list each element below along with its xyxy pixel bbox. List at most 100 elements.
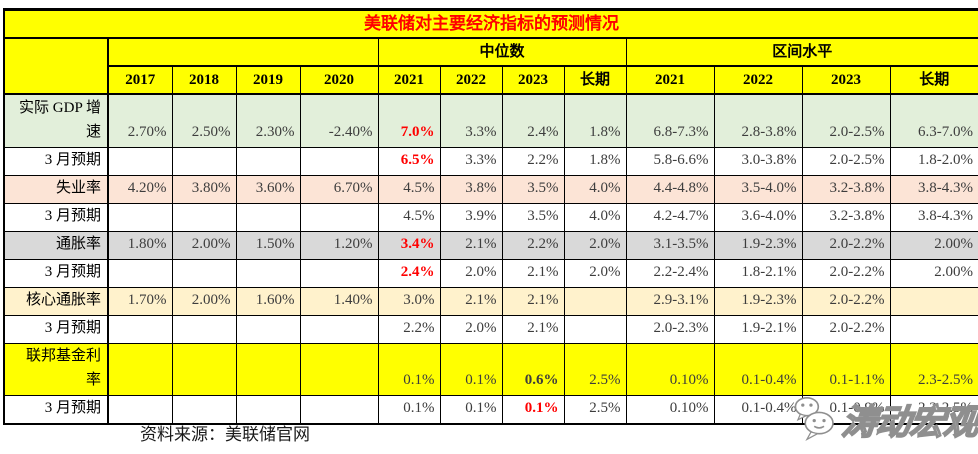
row-label: 失业率 xyxy=(3,174,109,204)
cell: 0.1-0.4% xyxy=(713,394,803,424)
cell: 1.9-2.3% xyxy=(713,286,803,316)
source-note: 资料来源：美联储官网 xyxy=(140,425,310,444)
cell: 3.1-3.5% xyxy=(625,230,715,260)
cell: 2.1% xyxy=(501,258,565,288)
cell: 2.0-2.3% xyxy=(625,314,715,344)
cell: 3.3% xyxy=(439,146,503,176)
cell: 2.8-3.8% xyxy=(713,93,803,148)
cell: 1.20% xyxy=(299,230,379,260)
table-row-unemployment-march: 3 月预期 4.5% 3.9% 3.5% 4.0% 4.2-4.7% 3.6-4… xyxy=(3,202,978,232)
table-row-core-inflation: 核心通胀率 1.70% 2.00% 1.60% 1.40% 3.0% 2.1% … xyxy=(3,286,978,316)
cell xyxy=(107,146,173,176)
group-header-range: 区间水平 xyxy=(625,37,978,67)
col-header: 2018 xyxy=(171,65,237,95)
cell: 2.1% xyxy=(501,286,565,316)
row-label: 3 月预期 xyxy=(3,394,109,424)
cell: 2.0% xyxy=(439,258,503,288)
cell: 2.0-2.2% xyxy=(801,314,891,344)
table-row-fed-funds-march: 3 月预期 0.1% 0.1% 0.1% 2.5% 0.10% 0.1-0.4%… xyxy=(3,394,978,424)
cell-highlight: 2.4% xyxy=(377,258,441,288)
table-row-core-inflation-march: 3 月预期 2.2% 2.0% 2.1% 2.0-2.3% 1.9-2.1% 2… xyxy=(3,314,978,344)
table-row-inflation: 通胀率 1.80% 2.00% 1.50% 1.20% 3.4% 2.1% 2.… xyxy=(3,230,978,260)
cell: 0.1-0.4% xyxy=(713,342,803,396)
cell xyxy=(235,394,301,424)
cell xyxy=(171,202,237,232)
fed-forecast-table: 美联储对主要经济指标的预测情况 中位数 区间水平 2017 2018 2019 … xyxy=(3,8,978,425)
cell: 1.60% xyxy=(235,286,301,316)
cell xyxy=(171,146,237,176)
cell: 2.2% xyxy=(501,146,565,176)
row-label: 联邦基金利率 xyxy=(3,342,109,396)
cell: 0.1% xyxy=(439,394,503,424)
cell xyxy=(299,342,379,396)
col-header: 2023 xyxy=(501,65,565,95)
cell-highlight: 0.6% xyxy=(501,342,565,396)
cell-highlight: 3.4% xyxy=(377,230,441,260)
cell: 2.0-2.2% xyxy=(801,286,891,316)
cell: 2.0-2.5% xyxy=(801,146,891,176)
cell: 4.5% xyxy=(377,202,441,232)
cell: 1.70% xyxy=(107,286,173,316)
cell: 4.0% xyxy=(563,202,627,232)
col-header: 2019 xyxy=(235,65,301,95)
cell: 3.60% xyxy=(235,174,301,204)
cell: 3.8% xyxy=(439,174,503,204)
cell xyxy=(889,314,978,344)
cell: 6.3-7.0% xyxy=(889,93,978,148)
row-label: 核心通胀率 xyxy=(3,286,109,316)
cell xyxy=(299,394,379,424)
col-header: 2017 xyxy=(107,65,173,95)
cell: 2.1% xyxy=(501,314,565,344)
cell: 1.8% xyxy=(563,146,627,176)
cell: 1.50% xyxy=(235,230,301,260)
row-label: 3 月预期 xyxy=(3,146,109,176)
group-header-row: 中位数 区间水平 xyxy=(3,37,978,95)
cell: 4.20% xyxy=(107,174,173,204)
cell xyxy=(107,314,173,344)
cell: 0.1-0.9% xyxy=(801,394,891,424)
cell: 0.10% xyxy=(625,394,715,424)
year-header-row: 2017 2018 2019 2020 2021 2022 2023 长期 20… xyxy=(4,65,978,95)
cell: 6.8-7.3% xyxy=(625,93,715,148)
cell: 2.5% xyxy=(563,342,627,396)
cell: 3.3% xyxy=(439,93,503,148)
cell: -2.40% xyxy=(299,93,379,148)
cell: 2.3-2.5% xyxy=(889,394,978,424)
screenshot-root: { "page": { "title": "美联储对主要经济指标的预测情况", … xyxy=(0,8,978,454)
cell: 1.40% xyxy=(299,286,379,316)
cell: 2.0-2.2% xyxy=(801,230,891,260)
cell-highlight: 7.0% xyxy=(377,93,441,148)
cell: 4.0% xyxy=(563,174,627,204)
cell: 2.70% xyxy=(107,93,173,148)
cell: 2.4% xyxy=(501,93,565,148)
cell: 0.1% xyxy=(377,342,441,396)
col-header: 2022 xyxy=(439,65,503,95)
cell: 2.0% xyxy=(439,314,503,344)
col-header: 2021 xyxy=(377,65,441,95)
table-row-fed-funds: 联邦基金利率 0.1% 0.1% 0.6% 2.5% 0.10% 0.1-0.4… xyxy=(3,342,978,396)
group-header-history xyxy=(107,37,379,67)
cell: 0.1-1.1% xyxy=(801,342,891,396)
cell xyxy=(235,146,301,176)
cell xyxy=(563,314,627,344)
cell: 2.1% xyxy=(439,286,503,316)
cell: 1.8-2.0% xyxy=(889,146,978,176)
cell: 2.2% xyxy=(501,230,565,260)
cell: 2.0% xyxy=(563,230,627,260)
row-label: 实际 GDP 增速 xyxy=(3,93,109,148)
table-title-row: 美联储对主要经济指标的预测情况 xyxy=(3,8,978,39)
cell: 2.0-2.2% xyxy=(801,258,891,288)
cell: 3.5% xyxy=(501,174,565,204)
cell: 3.2-3.8% xyxy=(801,202,891,232)
cell: 1.9-2.3% xyxy=(713,230,803,260)
cell xyxy=(107,394,173,424)
cell: 0.1% xyxy=(377,394,441,424)
cell xyxy=(171,258,237,288)
cell xyxy=(235,258,301,288)
cell xyxy=(235,314,301,344)
table-title: 美联储对主要经济指标的预测情况 xyxy=(3,8,978,39)
cell: 2.0% xyxy=(563,258,627,288)
cell xyxy=(107,202,173,232)
cell xyxy=(171,342,237,396)
cell: 2.00% xyxy=(889,258,978,288)
